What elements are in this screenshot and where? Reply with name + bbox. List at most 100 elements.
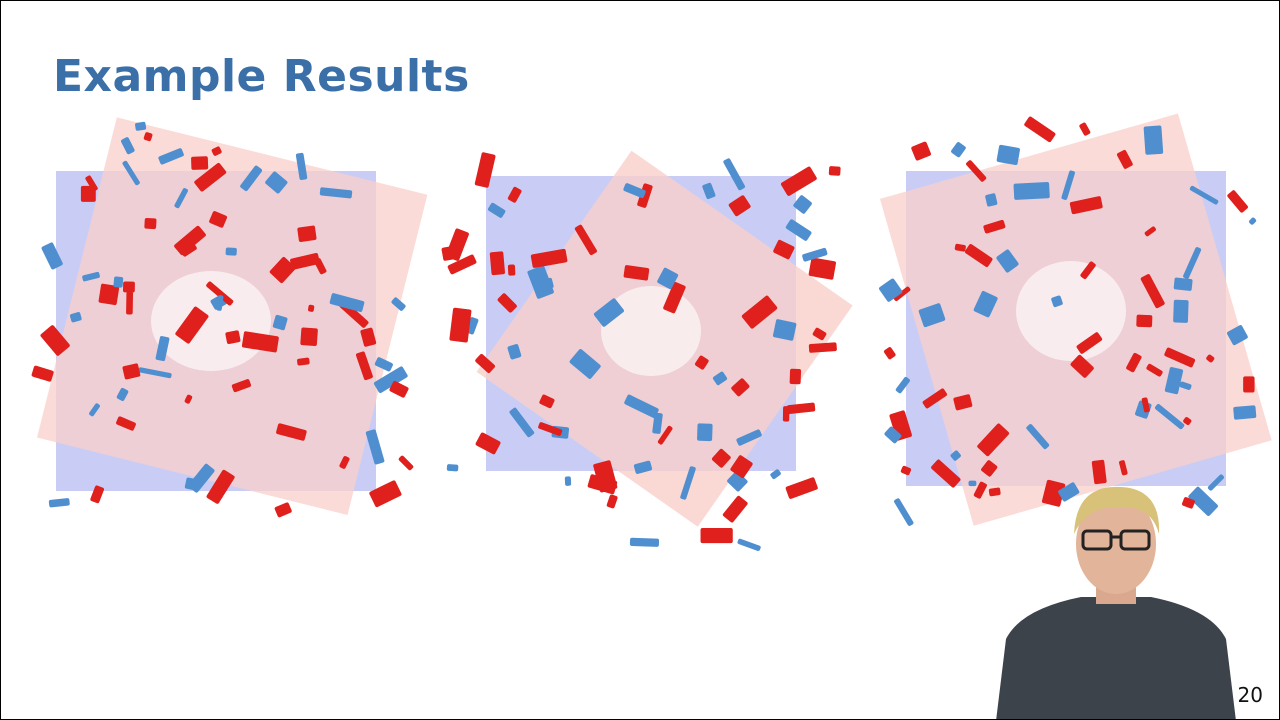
blue-object — [138, 367, 172, 379]
blue-object — [1233, 405, 1257, 420]
red-object — [144, 217, 157, 230]
red-object — [269, 257, 296, 283]
blue-object — [680, 466, 696, 500]
blue-object — [48, 498, 70, 508]
red-object — [123, 281, 135, 293]
red-object — [369, 480, 402, 508]
red-object — [225, 330, 241, 345]
red-object — [728, 195, 751, 217]
blue-object — [1207, 474, 1225, 491]
red-object — [911, 141, 931, 161]
red-object — [1116, 149, 1133, 169]
blue-object — [657, 267, 679, 290]
blue-object — [894, 498, 914, 526]
blue-object — [319, 187, 353, 199]
red-object — [530, 248, 568, 268]
red-object — [883, 347, 896, 360]
red-object — [786, 402, 816, 414]
red-object — [40, 325, 70, 356]
red-object — [122, 363, 141, 380]
red-object — [695, 355, 709, 370]
blue-object — [135, 121, 147, 131]
red-object — [1119, 460, 1128, 476]
blue-object — [1026, 424, 1050, 450]
red-object — [574, 224, 597, 256]
red-object — [339, 456, 350, 469]
red-object — [1076, 332, 1103, 354]
red-object — [143, 132, 153, 142]
presenter-hair — [1074, 486, 1160, 534]
red-object — [274, 502, 292, 518]
red-object — [126, 291, 134, 315]
red-object — [922, 388, 948, 409]
blue-object — [1173, 277, 1193, 291]
red-object — [290, 252, 320, 270]
blue-object — [1154, 404, 1185, 430]
glasses-icon — [1081, 529, 1113, 551]
red-object — [191, 156, 209, 170]
blue-object — [564, 476, 572, 486]
red-object — [988, 487, 1001, 497]
red-object — [1041, 479, 1066, 507]
blue-object — [1227, 325, 1248, 346]
red-object — [1091, 459, 1107, 485]
blue-object — [918, 303, 946, 328]
red-object — [1070, 354, 1094, 378]
blue-object — [996, 249, 1019, 273]
red-object — [741, 295, 778, 329]
red-object — [789, 368, 802, 385]
blue-object — [1189, 185, 1219, 205]
blue-object — [265, 171, 288, 194]
red-object — [209, 211, 228, 228]
red-object — [812, 327, 827, 341]
red-object — [1144, 226, 1156, 237]
red-object — [953, 394, 973, 411]
blue-object — [802, 247, 828, 262]
blue-object — [629, 537, 660, 547]
red-object — [983, 219, 1006, 234]
red-object — [722, 495, 748, 523]
blue-object — [1143, 125, 1164, 155]
red-object — [85, 175, 98, 192]
blue-object — [697, 423, 713, 442]
blue-object — [652, 412, 663, 434]
result-map-1 — [37, 117, 428, 515]
red-object — [1182, 497, 1195, 509]
red-object — [900, 465, 912, 476]
red-object — [1024, 116, 1056, 143]
blue-object — [624, 394, 659, 419]
blue-object — [184, 477, 197, 490]
red-object — [507, 264, 516, 276]
blue-object — [1061, 170, 1075, 200]
page-number: 20 — [1237, 683, 1263, 707]
presenter-face — [1076, 494, 1156, 594]
red-object — [977, 423, 1010, 457]
scene-objects — [31, 116, 1257, 551]
blue-object — [1249, 217, 1257, 225]
red-object — [1140, 274, 1165, 309]
red-object — [184, 394, 193, 404]
red-object — [828, 166, 841, 176]
blue-object — [1013, 181, 1050, 200]
red-object — [964, 244, 993, 267]
red-object — [657, 425, 673, 445]
red-object — [206, 469, 235, 504]
blue-object — [1058, 482, 1080, 502]
red-object — [441, 245, 458, 261]
blue-object — [374, 357, 393, 372]
red-object — [1126, 352, 1142, 373]
blue-object — [712, 371, 728, 386]
blue-object — [702, 182, 716, 200]
red-object — [297, 357, 310, 366]
red-object — [231, 379, 252, 393]
blue-object — [82, 271, 100, 282]
blue-object — [225, 247, 237, 256]
red-object — [276, 423, 307, 441]
red-object — [538, 422, 563, 436]
red-object — [973, 481, 987, 499]
red-object — [206, 281, 234, 306]
blue-object — [536, 277, 554, 292]
red-object — [931, 459, 961, 488]
